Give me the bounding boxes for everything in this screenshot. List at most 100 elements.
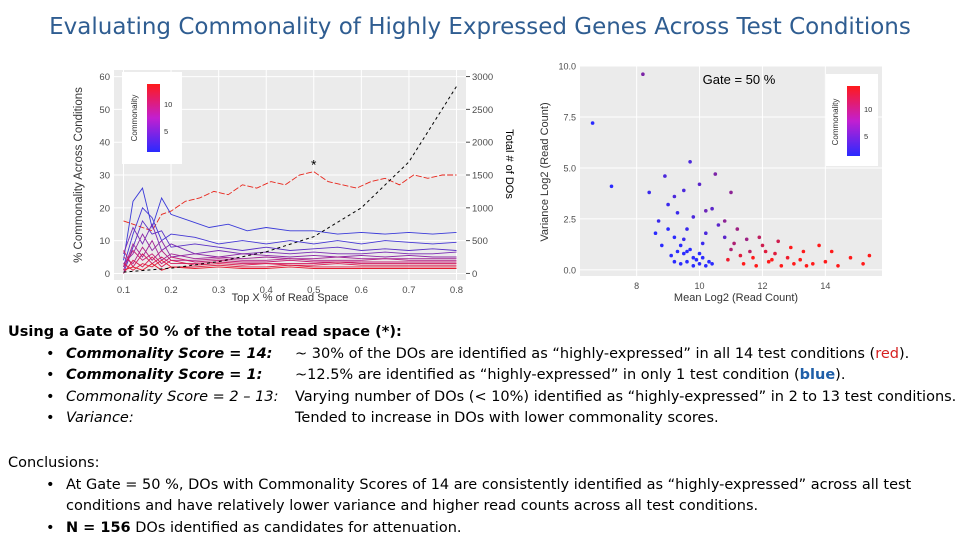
scatter-point [688, 160, 692, 164]
series-line-commonality-10 [123, 256, 457, 274]
y2-tick-label: 1500 [472, 171, 493, 182]
scatter-points [590, 72, 872, 268]
scatter-point [766, 259, 771, 264]
scatter-point [641, 72, 645, 76]
scatter-point [609, 184, 614, 189]
scatter-point [776, 239, 780, 244]
scatter-point [744, 237, 749, 242]
scatter-point [682, 188, 686, 193]
scatter-point [707, 259, 711, 264]
scatter-point [713, 172, 718, 176]
scatter-point [691, 255, 696, 260]
conclusion-line: conditions and have relatively lower var… [66, 498, 759, 514]
finding-text-pre: ~12.5% are identified as “highly-express… [295, 367, 800, 383]
y-axis-label: % Commonality Across Conditions [73, 87, 85, 263]
finding-item: • Commonality Score = 14: ~ 30% of the D… [8, 344, 958, 366]
scatter-point [682, 237, 686, 242]
scatter-point [675, 249, 680, 254]
scatter-point [697, 262, 702, 266]
bullet: • [46, 410, 55, 426]
scatter-point [779, 264, 784, 268]
series-line-commonality-8 [123, 249, 457, 268]
scatter-point [785, 255, 790, 260]
scatter-point [691, 215, 696, 219]
scatter-point [697, 182, 702, 187]
scatter-point [811, 262, 815, 266]
y2-tick-label: 500 [472, 236, 488, 247]
x-axis-label: Mean Log2 (Read Count) [674, 292, 798, 304]
legend-title: Commonality [130, 95, 139, 142]
finding-text: Varying number of DOs (< 10%) identified… [295, 388, 957, 405]
scatter-point [672, 194, 677, 199]
scatter-point [704, 231, 708, 235]
scatter-point [669, 253, 673, 258]
finding-text: ~ 30% of the DOs are identified as “high… [295, 344, 909, 366]
x-tick-label: 0.2 [164, 285, 177, 296]
scatter-point [716, 223, 721, 227]
scatter-point [754, 264, 758, 268]
commonality-legend: Commonality 10 5 [122, 72, 182, 164]
scatter-point [836, 264, 840, 268]
y-tick-label: 30 [99, 171, 110, 182]
bullet: • [46, 388, 55, 405]
conclusions-heading: Conclusions: [8, 455, 100, 471]
scatter-point [763, 249, 768, 254]
bullet: • [46, 367, 55, 383]
finding-highlight-red: red [875, 345, 899, 362]
scatter-point [829, 249, 834, 254]
x-tick-label: 0.8 [450, 285, 463, 296]
scatter-point [770, 257, 774, 262]
scatter-point [685, 259, 689, 264]
legend-tick-10: 10 [864, 105, 872, 114]
finding-item: • Commonality Score = 1: ~12.5% are iden… [8, 365, 958, 387]
scatter-point [732, 241, 736, 246]
scatter-point [672, 259, 677, 264]
y2-tick-label: 2000 [472, 138, 493, 149]
scatter-point [817, 243, 821, 248]
scatter-point [804, 264, 809, 268]
scatter-point [738, 253, 743, 258]
scatter-point [682, 251, 686, 256]
x-tick-label: 12 [757, 281, 767, 291]
scatter-point [656, 219, 661, 223]
conclusion-text: DOs identified as candidates for attenua… [130, 519, 462, 536]
y-tick-label: 2.5 [563, 214, 576, 224]
series-line-commonality-14 [123, 171, 457, 232]
bullet: • [46, 345, 55, 362]
x-tick-label: 0.5 [307, 285, 320, 296]
scatter-point [710, 262, 714, 266]
series-line-commonality-12 [123, 263, 457, 271]
scatter-point [663, 174, 667, 178]
scatter-point [801, 249, 806, 254]
x-tick-label: 10 [695, 281, 705, 291]
legend-gradient [147, 84, 160, 152]
scatter-point [691, 264, 696, 268]
scatter-point [729, 247, 733, 252]
y-tick-label: 7.5 [563, 112, 576, 122]
legend-gradient [847, 86, 860, 156]
scatter-point [773, 251, 777, 256]
y2-tick-label: 1000 [472, 203, 493, 214]
y2-tick-label: 3000 [472, 72, 493, 83]
commonality-legend: Commonality 10 5 [826, 74, 878, 166]
y-tick-label: 10.0 [558, 62, 576, 72]
series-line-commonality-1 [123, 187, 457, 261]
scatter-point [867, 253, 872, 258]
finding-highlight-blue: blue [799, 367, 836, 383]
scatter-point [798, 257, 802, 262]
scatter-point [848, 255, 853, 260]
conclusion-item: • At Gate = 50 %, DOs with Commonality S… [8, 475, 958, 518]
scatter-point [697, 251, 702, 256]
scatter-point [688, 247, 692, 252]
y-tick-label: 20 [99, 203, 110, 214]
finding-item: • Variance: Tended to increase in DOs wi… [8, 408, 958, 430]
x-tick-label: 14 [820, 281, 830, 291]
scatter-point [675, 211, 680, 215]
scatter-point [666, 227, 670, 231]
finding-label: Commonality Score = 2 – 13: [66, 388, 279, 405]
slide-title: Evaluating Commonality of Highly Express… [49, 14, 911, 40]
scatter-point [672, 235, 677, 240]
scatter-point [666, 202, 670, 207]
series-line-commonality-3 [123, 219, 457, 274]
scatter-point [678, 243, 683, 248]
